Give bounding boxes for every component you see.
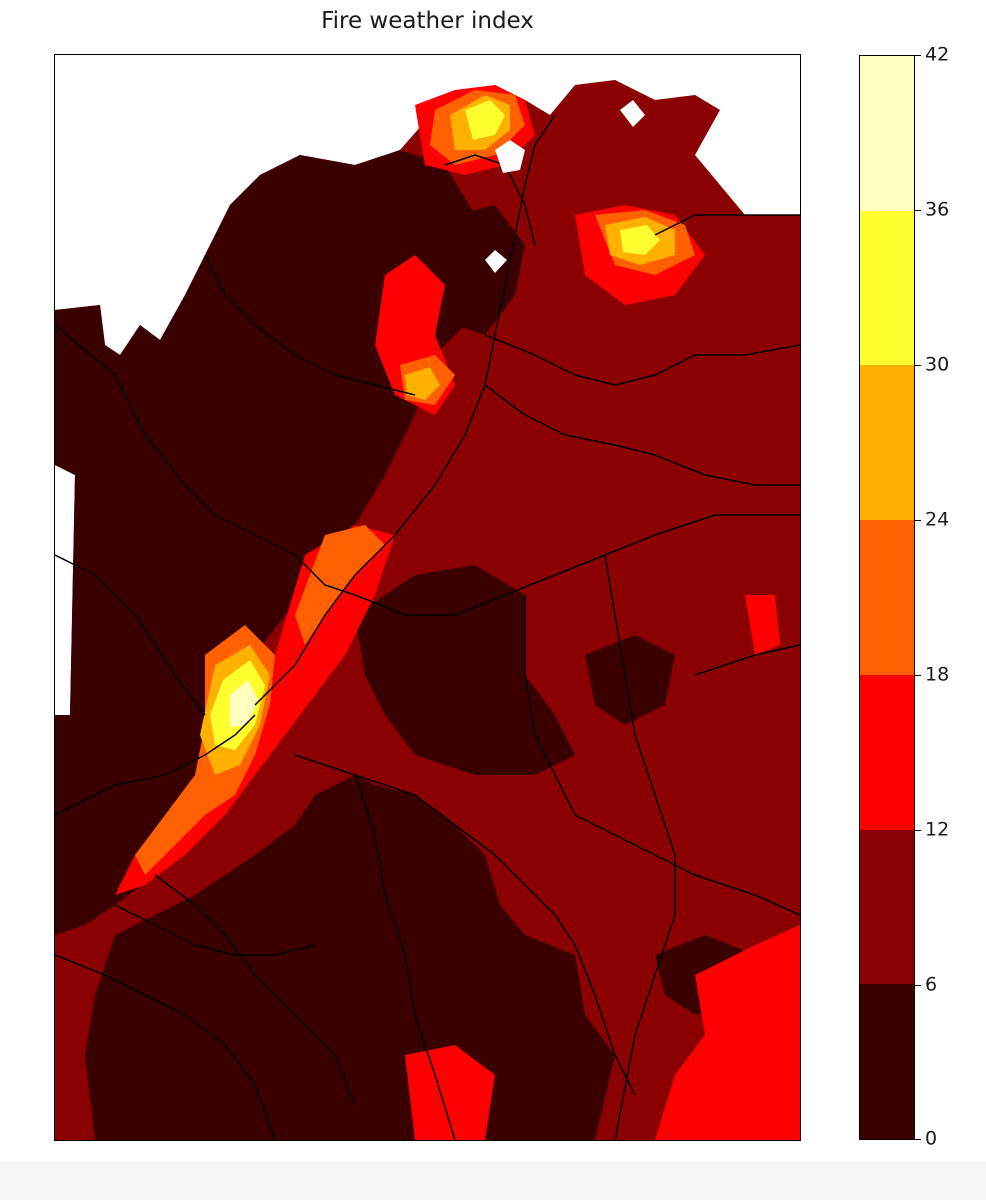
amber-patch-mid bbox=[405, 367, 440, 400]
colorbar-segment-18-24 bbox=[860, 520, 914, 675]
colorbar-label-18: 18 bbox=[925, 663, 950, 686]
no-data-island-3 bbox=[620, 100, 645, 127]
colorbar bbox=[859, 55, 915, 1140]
dark-region-east bbox=[585, 635, 675, 725]
colorbar-label-24: 24 bbox=[925, 508, 950, 531]
red-patch-se2 bbox=[405, 1045, 495, 1140]
colorbar-tick-24 bbox=[914, 520, 921, 521]
colorbar-segment-0-6 bbox=[860, 984, 914, 1139]
dark-region-north bbox=[435, 205, 525, 335]
colorbar-label-36: 36 bbox=[925, 198, 950, 221]
colorbar-segment-30-36 bbox=[860, 210, 914, 366]
yellow-patch-north bbox=[465, 100, 505, 140]
yellow-patch-ne bbox=[620, 225, 660, 255]
colorbar-segment-12-18 bbox=[860, 674, 914, 830]
output-footer-strip bbox=[0, 1162, 986, 1200]
colorbar-tick-36 bbox=[914, 210, 921, 211]
map-title: Fire weather index bbox=[321, 8, 534, 34]
fire-weather-map bbox=[55, 55, 800, 1140]
colorbar-segment-6-12 bbox=[860, 829, 914, 985]
colorbar-segment-36-42 bbox=[860, 56, 914, 211]
dark-region-center bbox=[355, 565, 575, 775]
no-data-island-2 bbox=[485, 250, 507, 273]
colorbar-tick-18 bbox=[914, 675, 921, 676]
colorbar-tick-12 bbox=[914, 830, 921, 831]
pale-patch-ridge bbox=[230, 680, 258, 727]
colorbar-label-30: 30 bbox=[925, 353, 950, 376]
dark-region-south bbox=[85, 775, 615, 1140]
no-data-island-1 bbox=[495, 140, 525, 173]
orange-patch-ridge-n bbox=[295, 525, 385, 645]
colorbar-tick-6 bbox=[914, 985, 921, 986]
red-patch-east bbox=[745, 595, 780, 655]
red-patch-se3 bbox=[710, 995, 790, 1085]
colorbar-label-6: 6 bbox=[925, 973, 938, 996]
colorbar-tick-0 bbox=[914, 1139, 921, 1140]
colorbar-label-0: 0 bbox=[925, 1127, 938, 1150]
colorbar-tick-30 bbox=[914, 365, 921, 366]
colorbar-label-42: 42 bbox=[925, 43, 950, 66]
colorbar-tick-42 bbox=[914, 55, 921, 56]
colorbar-label-12: 12 bbox=[925, 818, 950, 841]
colorbar-segment-24-30 bbox=[860, 365, 914, 521]
